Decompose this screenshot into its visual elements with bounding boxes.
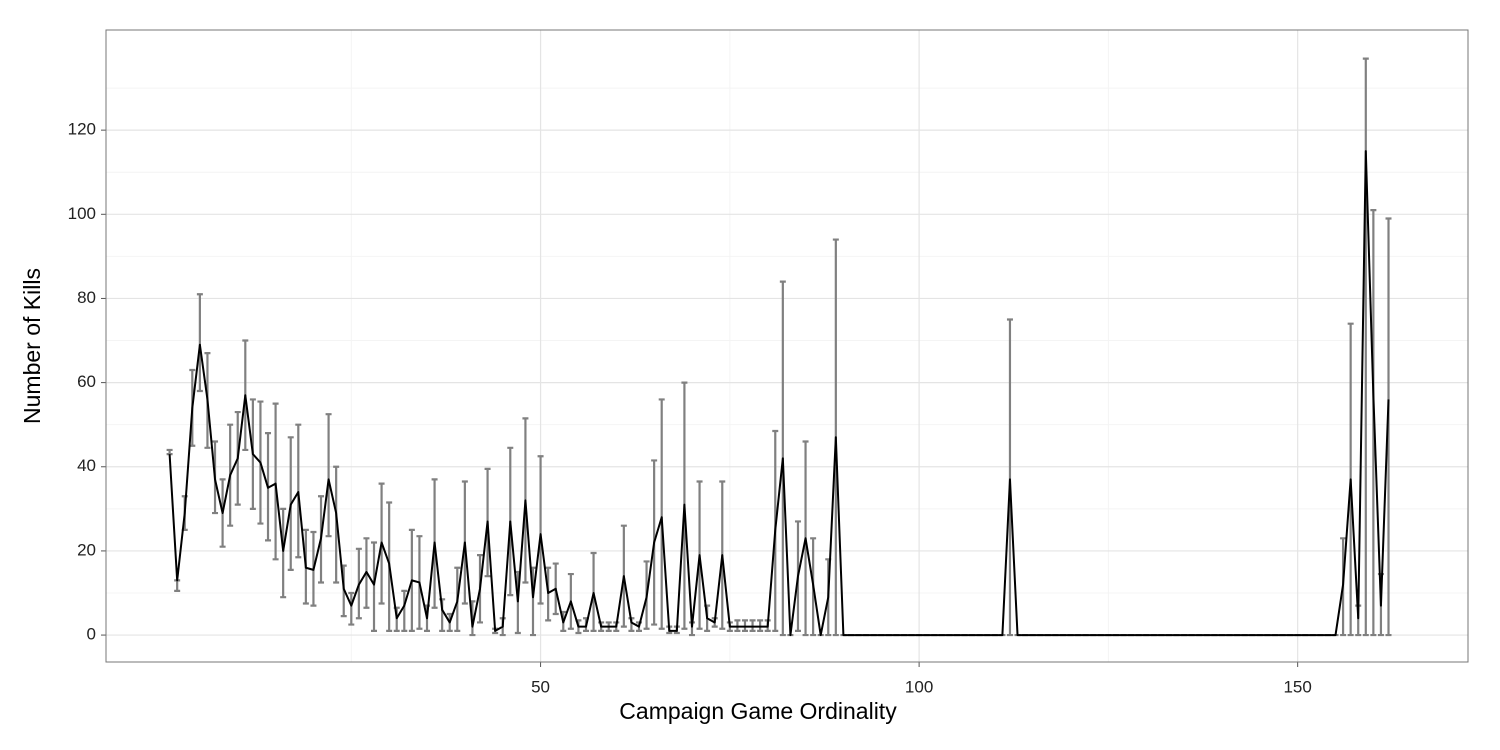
error-bar	[196, 293, 203, 393]
error-bar	[295, 423, 302, 559]
error-bar	[741, 619, 748, 632]
plot-border	[105, 29, 1469, 663]
y-tick-label: 100	[68, 204, 96, 223]
y-tick-label: 120	[68, 120, 96, 139]
y-tick-label: 60	[77, 372, 96, 391]
y-tick-label: 20	[77, 540, 96, 559]
y-tick-label: 80	[77, 288, 96, 307]
error-bar	[280, 507, 287, 599]
error-bar	[545, 566, 552, 622]
x-tick-label: 150	[1283, 677, 1311, 696]
error-bar	[590, 551, 597, 632]
error-bar	[272, 402, 279, 561]
error-bar	[166, 448, 173, 456]
error-bar	[325, 413, 332, 538]
y-tick-label: 40	[77, 456, 96, 475]
error-bar	[371, 541, 378, 632]
error-bar	[348, 591, 355, 626]
error-bar	[757, 619, 764, 632]
x-tick-label: 100	[905, 677, 933, 696]
y-tick-label: 0	[87, 625, 96, 644]
error-bar	[749, 619, 756, 632]
y-axis-title: Number of Kills	[19, 268, 45, 424]
error-bar	[537, 455, 544, 605]
error-bar	[658, 398, 665, 630]
error-bar	[1385, 217, 1392, 637]
error-bar	[333, 465, 340, 584]
line	[168, 150, 1390, 637]
x-tick-label: 50	[531, 677, 550, 696]
error-bar	[734, 619, 741, 632]
error-bar	[401, 589, 408, 632]
error-bar	[1006, 318, 1013, 637]
x-axis-title: Campaign Game Ordinality	[619, 698, 897, 724]
